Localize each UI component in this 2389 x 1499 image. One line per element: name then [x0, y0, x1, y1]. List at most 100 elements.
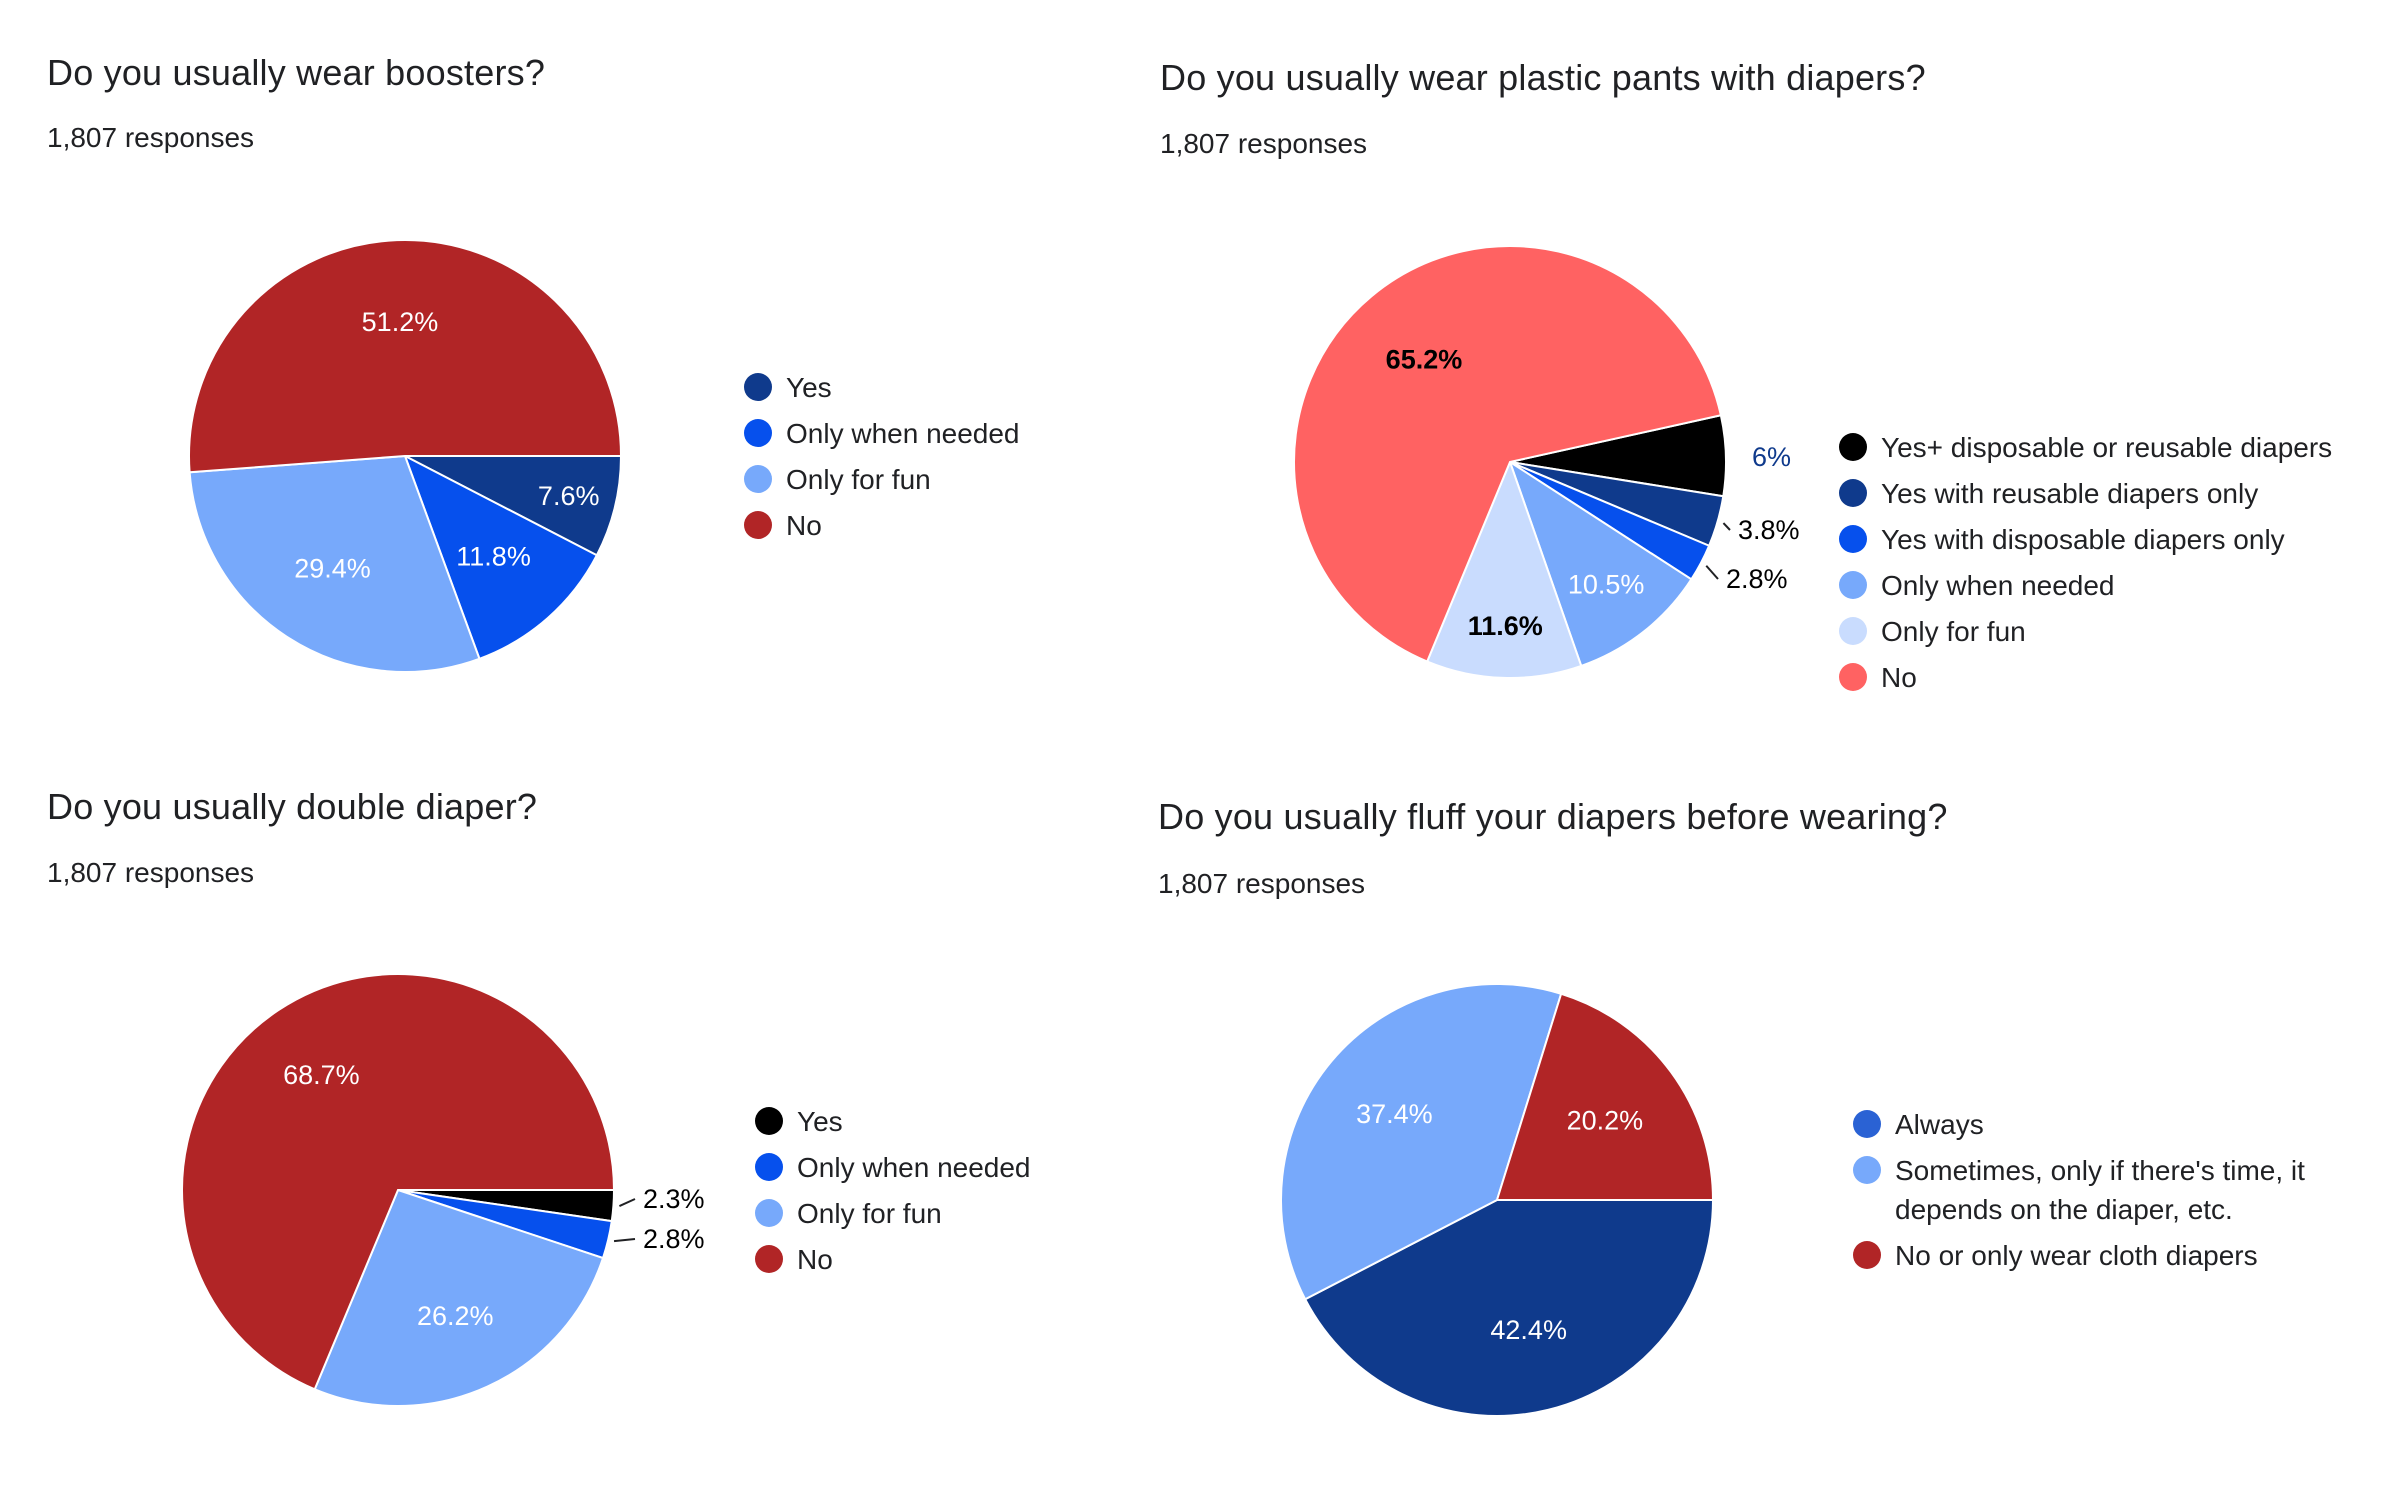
pie-slice-2: [403, 453, 599, 661]
slice-data-label: 10.5%: [1568, 569, 1645, 599]
legend-swatch: [1839, 663, 1867, 691]
slice-data-label: 11.6%: [1468, 611, 1543, 641]
slice-data-label: 68.7%: [283, 1060, 360, 1090]
legend-item[interactable]: Only for fun: [1839, 612, 2332, 658]
legend-label: Sometimes, only if there's time, it depe…: [1895, 1155, 2305, 1225]
legend-label: Yes+ disposable or reusable diapers: [1881, 432, 2333, 463]
legend-label: Yes with disposable diapers only: [1881, 524, 2285, 555]
pie-slice-4: [1508, 459, 1693, 668]
legend-item[interactable]: No: [744, 506, 1020, 552]
slice-data-label: 2.3%: [643, 1184, 705, 1214]
legend-swatch: [1839, 571, 1867, 599]
legend-label: Yes with reusable diapers only: [1881, 478, 2259, 509]
slice-data-label: 37.4%: [1356, 1099, 1433, 1129]
chart-title: Do you usually wear plastic pants with d…: [1160, 57, 1926, 98]
pie-slice-4: [188, 239, 623, 474]
legend-label: No: [786, 510, 822, 541]
legend-item[interactable]: Only when needed: [755, 1148, 1031, 1194]
chart-legend: Always Sometimes, only if there's time, i…: [1853, 1105, 2365, 1282]
chart-legend: Yes Only when needed Only for fun No: [755, 1102, 1031, 1286]
slice-data-label: 11.8%: [456, 541, 531, 571]
legend-item[interactable]: Only when needed: [1839, 566, 2332, 612]
pie-slice-1: [1303, 1199, 1715, 1417]
pie-slice-2: [1280, 983, 1563, 1301]
slice-data-label: 29.4%: [294, 554, 371, 584]
legend-label: Only when needed: [797, 1152, 1031, 1183]
legend-item[interactable]: Only for fun: [755, 1194, 1031, 1240]
pie-slice-3: [313, 1188, 605, 1407]
chart-subtitle: 1,807 responses: [1160, 128, 1368, 159]
legend-item[interactable]: Yes: [755, 1102, 1031, 1148]
pie-slice-3: [188, 454, 481, 673]
chart-legend: Yes Only when needed Only for fun No: [744, 368, 1020, 552]
legend-swatch: [1853, 1110, 1881, 1138]
legend-swatch: [1839, 617, 1867, 645]
label-leader-line: [619, 1198, 636, 1207]
pie-slice-3: [1495, 992, 1715, 1201]
chart-subtitle: 1,807 responses: [47, 857, 255, 888]
chart-title: Do you usually double diaper?: [47, 786, 538, 827]
slice-data-label: 7.6%: [538, 481, 600, 511]
chart-subtitle: 1,807 responses: [1158, 868, 1366, 899]
legend-label: Always: [1895, 1109, 1984, 1140]
label-leader-line: [1722, 522, 1731, 531]
pie-slice-1: [404, 455, 623, 557]
legend-item[interactable]: Only when needed: [744, 414, 1020, 460]
slice-data-label: 20.2%: [1567, 1106, 1644, 1136]
legend-item[interactable]: No: [755, 1240, 1031, 1286]
legend-swatch: [744, 465, 772, 493]
chart-title: Do you usually fluff your diapers before…: [1158, 796, 1948, 837]
legend-swatch: [1853, 1156, 1881, 1184]
label-leader-line: [613, 1238, 636, 1243]
label-leader-line: [1705, 565, 1719, 580]
legend-swatch: [744, 511, 772, 539]
legend-swatch: [1853, 1241, 1881, 1269]
legend-item[interactable]: No: [1839, 658, 2332, 704]
legend-swatch: [744, 419, 772, 447]
slice-data-label: 2.8%: [1726, 564, 1788, 594]
pie-slice-4: [181, 973, 616, 1391]
legend-swatch: [755, 1153, 783, 1181]
legend-item[interactable]: Yes with reusable diapers only: [1839, 474, 2332, 520]
slice-data-label: 65.2%: [1386, 344, 1463, 374]
chart-legend: Yes+ disposable or reusable diapers Yes w…: [1839, 428, 2332, 704]
legend-swatch: [1839, 433, 1867, 461]
legend-item[interactable]: Yes with disposable diapers only: [1839, 520, 2332, 566]
legend-item[interactable]: No or only wear cloth diapers: [1853, 1236, 2365, 1282]
legend-label: Only when needed: [1881, 570, 2115, 601]
slice-data-label: 3.8%: [1738, 515, 1800, 545]
legend-swatch: [755, 1107, 783, 1135]
pie-slice-5: [1425, 459, 1583, 680]
legend-swatch: [744, 373, 772, 401]
legend-label: Yes: [797, 1106, 843, 1137]
slice-data-label: 26.2%: [417, 1301, 494, 1331]
slice-data-label: 6%: [1752, 442, 1791, 472]
legend-label: Only for fun: [797, 1198, 942, 1229]
slice-data-label: 42.4%: [1490, 1315, 1567, 1345]
legend-item[interactable]: Yes: [744, 368, 1020, 414]
legend-item[interactable]: Sometimes, only if there's time, it depe…: [1853, 1151, 2365, 1236]
legend-label: No: [797, 1244, 833, 1275]
legend-item[interactable]: Yes+ disposable or reusable diapers: [1839, 428, 2332, 474]
legend-label: Only when needed: [786, 418, 1020, 449]
legend-item[interactable]: Always: [1853, 1105, 2365, 1151]
slice-data-label: 2.8%: [643, 1224, 705, 1254]
legend-swatch: [1839, 525, 1867, 553]
legend-label: No: [1881, 662, 1917, 693]
pie-slice-6: [1293, 245, 1723, 663]
slice-data-label: 51.2%: [362, 307, 439, 337]
legend-label: Yes: [786, 372, 832, 403]
legend-item[interactable]: Only for fun: [744, 460, 1020, 506]
legend-swatch: [755, 1245, 783, 1273]
legend-swatch: [1839, 479, 1867, 507]
legend-label: Only for fun: [786, 464, 931, 495]
legend-label: Only for fun: [1881, 616, 2026, 647]
chart-subtitle: 1,807 responses: [47, 122, 255, 153]
legend-label: No or only wear cloth diapers: [1895, 1240, 2258, 1271]
legend-swatch: [755, 1199, 783, 1227]
chart-title: Do you usually wear boosters?: [47, 52, 546, 93]
